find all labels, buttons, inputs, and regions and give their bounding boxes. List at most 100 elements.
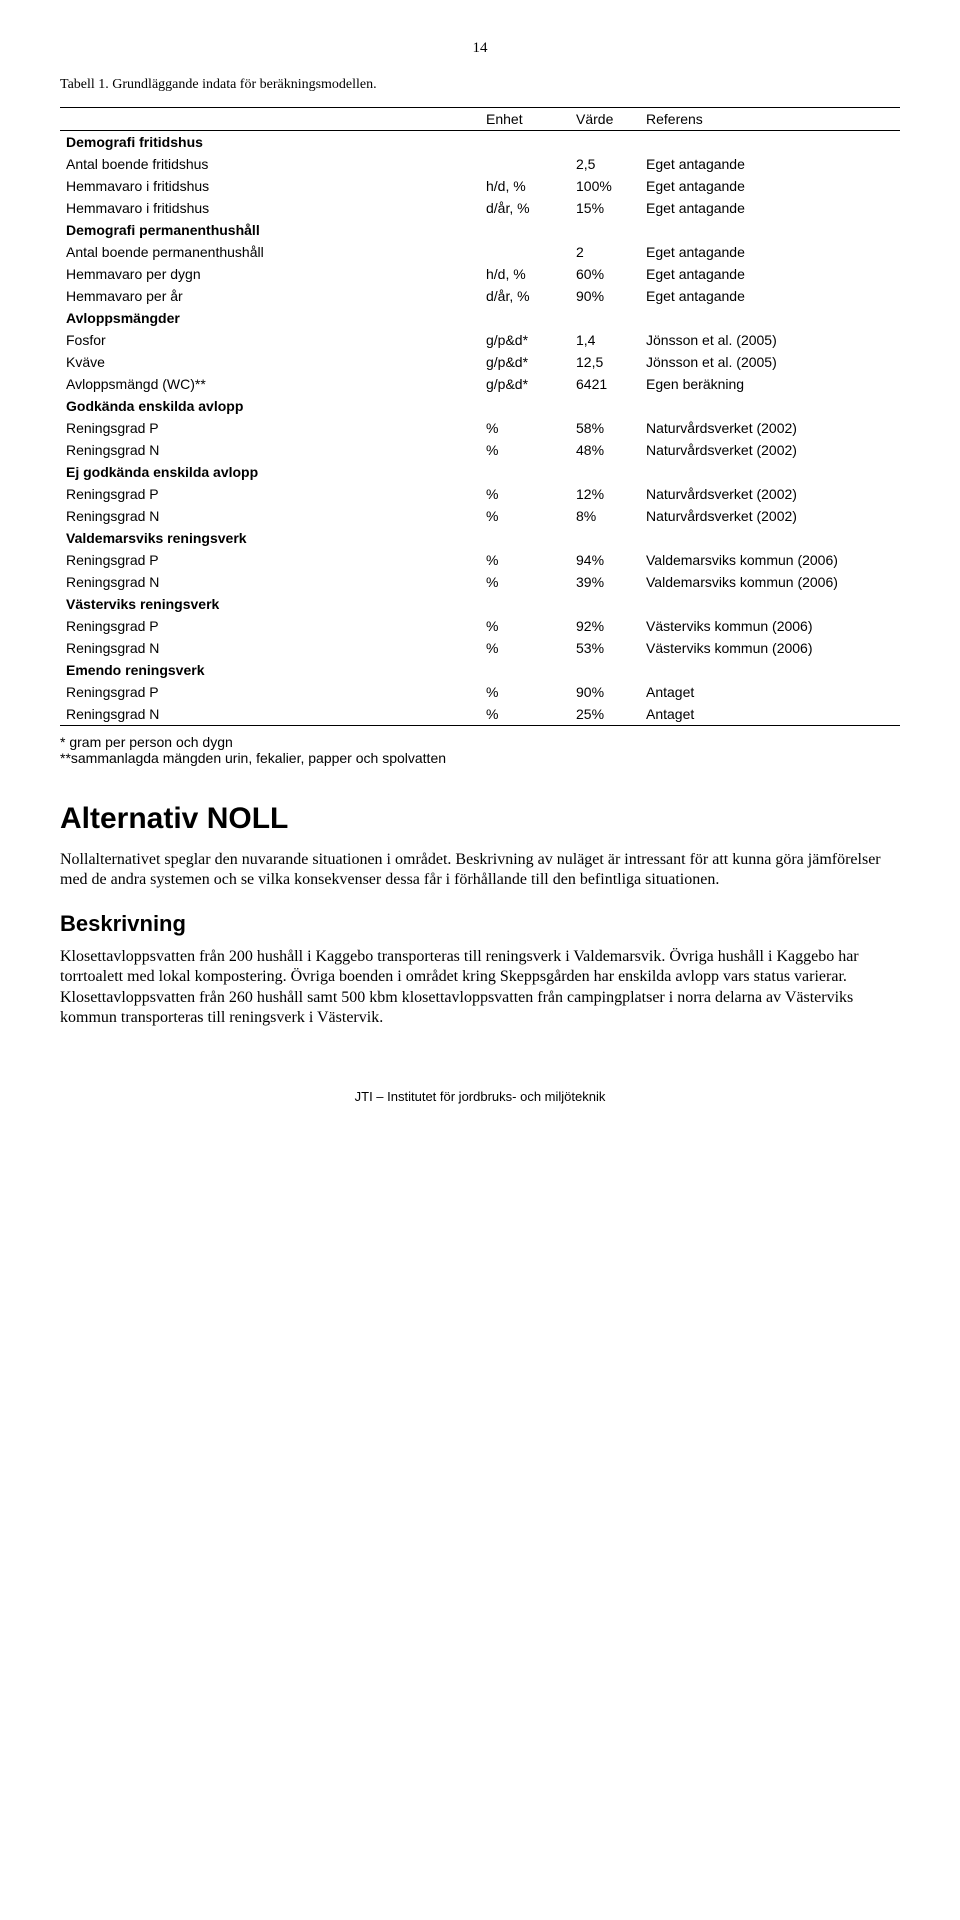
section-title-row: Godkända enskilda avlopp <box>60 395 900 417</box>
cell-label: Hemmavaro per år <box>60 285 480 307</box>
table-row: Reningsgrad P%92%Västerviks kommun (2006… <box>60 615 900 637</box>
cell-enhet: g/p&d* <box>480 351 570 373</box>
cell-varde: 58% <box>570 417 640 439</box>
cell-varde: 8% <box>570 505 640 527</box>
cell-label: Reningsgrad N <box>60 571 480 593</box>
cell-varde: 94% <box>570 549 640 571</box>
table-row: Reningsgrad P%90%Antaget <box>60 681 900 703</box>
cell-varde: 6421 <box>570 373 640 395</box>
cell-ref: Jönsson et al. (2005) <box>640 351 900 373</box>
cell-enhet: % <box>480 549 570 571</box>
cell-varde: 90% <box>570 681 640 703</box>
heading-beskrivning: Beskrivning <box>60 911 900 937</box>
cell-label: Reningsgrad N <box>60 703 480 726</box>
paragraph-beskrivning: Klosettavloppsvatten från 200 hushåll i … <box>60 947 900 1029</box>
table-row: Hemmavaro per ård/år, %90%Eget antagande <box>60 285 900 307</box>
cell-varde: 100% <box>570 175 640 197</box>
table-row: Hemmavaro per dygnh/d, %60%Eget antagand… <box>60 263 900 285</box>
paragraph-intro: Nollalternativet speglar den nuvarande s… <box>60 850 900 891</box>
cell-label: Hemmavaro per dygn <box>60 263 480 285</box>
cell-ref: Egen beräkning <box>640 373 900 395</box>
cell-enhet: % <box>480 417 570 439</box>
cell-varde: 2,5 <box>570 153 640 175</box>
cell-varde: 60% <box>570 263 640 285</box>
cell-enhet: % <box>480 681 570 703</box>
cell-varde: 2 <box>570 241 640 263</box>
cell-ref: Antaget <box>640 681 900 703</box>
cell-enhet: % <box>480 439 570 461</box>
section-title-row: Emendo reningsverk <box>60 659 900 681</box>
cell-enhet <box>480 153 570 175</box>
cell-label: Avloppsmängd (WC)** <box>60 373 480 395</box>
cell-label: Reningsgrad N <box>60 439 480 461</box>
cell-ref: Eget antagande <box>640 285 900 307</box>
cell-ref: Västerviks kommun (2006) <box>640 637 900 659</box>
footnote-1: * gram per person och dygn <box>60 734 900 750</box>
table-row: Kväveg/p&d*12,5Jönsson et al. (2005) <box>60 351 900 373</box>
cell-enhet: % <box>480 703 570 726</box>
cell-ref: Valdemarsviks kommun (2006) <box>640 549 900 571</box>
cell-enhet: h/d, % <box>480 175 570 197</box>
cell-varde: 1,4 <box>570 329 640 351</box>
data-table: Enhet Värde Referens Demografi fritidshu… <box>60 107 900 726</box>
header-varde: Värde <box>570 108 640 131</box>
cell-varde: 92% <box>570 615 640 637</box>
cell-enhet: % <box>480 615 570 637</box>
cell-label: Reningsgrad P <box>60 615 480 637</box>
cell-label: Reningsgrad N <box>60 637 480 659</box>
section-title-row: Västerviks reningsverk <box>60 593 900 615</box>
cell-enhet <box>480 241 570 263</box>
cell-label: Reningsgrad P <box>60 549 480 571</box>
header-enhet: Enhet <box>480 108 570 131</box>
cell-label: Reningsgrad P <box>60 681 480 703</box>
cell-ref: Eget antagande <box>640 175 900 197</box>
cell-varde: 12% <box>570 483 640 505</box>
cell-enhet: g/p&d* <box>480 329 570 351</box>
heading-alternativ-noll: Alternativ NOLL <box>60 802 900 836</box>
cell-ref: Eget antagande <box>640 263 900 285</box>
table-header-row: Enhet Värde Referens <box>60 108 900 131</box>
table-row: Reningsgrad N%25%Antaget <box>60 703 900 726</box>
cell-varde: 39% <box>570 571 640 593</box>
table-row: Reningsgrad P%94%Valdemarsviks kommun (2… <box>60 549 900 571</box>
section-title-row: Avloppsmängder <box>60 307 900 329</box>
cell-varde: 25% <box>570 703 640 726</box>
table-row: Reningsgrad N%39%Valdemarsviks kommun (2… <box>60 571 900 593</box>
cell-enhet: h/d, % <box>480 263 570 285</box>
cell-varde: 53% <box>570 637 640 659</box>
cell-ref: Naturvårdsverket (2002) <box>640 505 900 527</box>
cell-ref: Västerviks kommun (2006) <box>640 615 900 637</box>
table-row: Hemmavaro i fritidshush/d, %100%Eget ant… <box>60 175 900 197</box>
table-row: Hemmavaro i fritidshusd/år, %15%Eget ant… <box>60 197 900 219</box>
cell-enhet: % <box>480 637 570 659</box>
cell-enhet: g/p&d* <box>480 373 570 395</box>
table-row: Reningsgrad P%12%Naturvårdsverket (2002) <box>60 483 900 505</box>
cell-label: Hemmavaro i fritidshus <box>60 197 480 219</box>
footnotes: * gram per person och dygn **sammanlagda… <box>60 734 900 766</box>
cell-enhet: d/år, % <box>480 197 570 219</box>
table-row: Antal boende fritidshus2,5Eget antagande <box>60 153 900 175</box>
section-title-row: Valdemarsviks reningsverk <box>60 527 900 549</box>
section-title: Godkända enskilda avlopp <box>60 395 900 417</box>
table-row: Antal boende permanenthushåll 2Eget antag… <box>60 241 900 263</box>
section-title-row: Ej godkända enskilda avlopp <box>60 461 900 483</box>
section-title: Emendo reningsverk <box>60 659 900 681</box>
cell-enhet: d/år, % <box>480 285 570 307</box>
table-row: Fosforg/p&d*1,4Jönsson et al. (2005) <box>60 329 900 351</box>
cell-label: Hemmavaro i fritidshus <box>60 175 480 197</box>
cell-ref: Naturvårdsverket (2002) <box>640 417 900 439</box>
section-title: Demografi fritidshus <box>60 131 900 154</box>
table-caption: Tabell 1. Grundläggande indata för beräk… <box>60 77 900 93</box>
section-title: Valdemarsviks reningsverk <box>60 527 900 549</box>
cell-label: Reningsgrad P <box>60 417 480 439</box>
section-title: Avloppsmängder <box>60 307 900 329</box>
cell-ref: Naturvårdsverket (2002) <box>640 439 900 461</box>
cell-ref: Eget antagande <box>640 241 900 263</box>
cell-label: Antal boende fritidshus <box>60 153 480 175</box>
header-blank <box>60 108 480 131</box>
footnote-2: **sammanlagda mängden urin, fekalier, pa… <box>60 750 900 766</box>
cell-label: Antal boende permanenthushåll <box>60 241 480 263</box>
page-number: 14 <box>60 40 900 57</box>
page-footer: JTI – Institutet för jordbruks- och milj… <box>60 1089 900 1104</box>
table-row: Reningsgrad N%53%Västerviks kommun (2006… <box>60 637 900 659</box>
